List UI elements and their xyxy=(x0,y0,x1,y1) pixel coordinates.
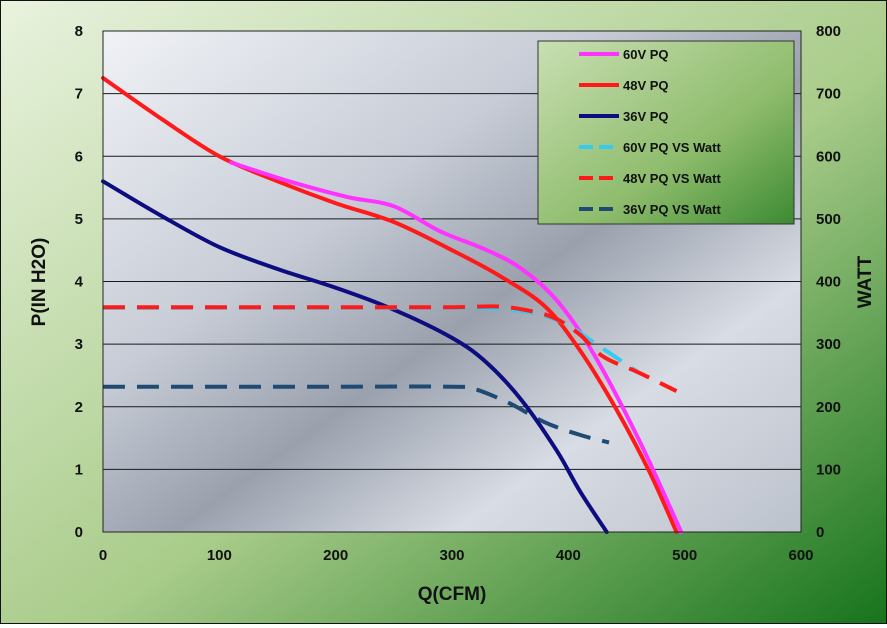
y-right-tick-labels: 0 100 200 300 400 500 600 700 800 xyxy=(816,23,841,541)
y-right-tick-label: 500 xyxy=(816,211,841,228)
y-left-tick-label: 4 xyxy=(75,274,84,291)
legend-box xyxy=(537,40,795,225)
y-right-tick-label: 700 xyxy=(816,86,841,103)
series-line-36v-pq xyxy=(101,179,609,534)
x-tick-label: 500 xyxy=(672,547,697,564)
series-layer xyxy=(101,76,684,534)
y-right-tick-label: 0 xyxy=(816,524,824,541)
y-right-tick-label: 600 xyxy=(816,148,841,165)
y-right-tick-label: 200 xyxy=(816,399,841,416)
legend-label: 48V PQ VS Watt xyxy=(623,171,721,186)
y-left-axis-label: P(IN H2O) xyxy=(29,238,50,327)
y-left-tick-label: 1 xyxy=(75,461,83,478)
y-left-tick-label: 6 xyxy=(75,148,83,165)
series-line-60v-pq xyxy=(229,160,684,534)
y-left-tick-label: 0 xyxy=(75,524,83,541)
legend: 60V PQ 48V PQ 36V PQ 60V PQ VS Watt 48V PQ V… xyxy=(537,40,795,225)
y-left-tick-label: 5 xyxy=(75,211,83,228)
y-left-tick-label: 3 xyxy=(75,336,83,353)
y-left-tick-label: 7 xyxy=(75,86,83,103)
legend-label: 60V PQ VS Watt xyxy=(623,140,721,155)
x-tick-label: 300 xyxy=(439,547,464,564)
y-right-tick-label: 400 xyxy=(816,274,841,291)
x-axis-label: Q(CFM) xyxy=(418,584,487,605)
series-line-48v-pq xyxy=(101,76,679,534)
series-line-48v-pq-vs-watt xyxy=(103,304,678,393)
legend-label: 48V PQ xyxy=(623,78,669,93)
x-tick-label: 0 xyxy=(99,547,107,564)
y-left-tick-label: 8 xyxy=(75,23,83,40)
y-left-tick-label: 2 xyxy=(75,399,83,416)
y-left-tick-labels: 0 1 2 3 4 5 6 7 8 xyxy=(75,23,84,541)
x-tick-labels: 0 100 200 300 400 500 600 xyxy=(99,547,814,564)
x-tick-label: 100 xyxy=(207,547,232,564)
legend-label: 36V PQ VS Watt xyxy=(623,202,721,217)
plot-border xyxy=(102,30,802,533)
x-tick-label: 400 xyxy=(556,547,581,564)
x-tick-label: 600 xyxy=(788,547,813,564)
y-right-tick-label: 100 xyxy=(816,461,841,478)
legend-label: 36V PQ xyxy=(623,109,669,124)
x-tick-label: 200 xyxy=(323,547,348,564)
y-right-tick-label: 800 xyxy=(816,23,841,40)
y-right-tick-label: 300 xyxy=(816,336,841,353)
legend-label: 60V PQ xyxy=(623,47,669,62)
y-right-axis-label: WATT xyxy=(855,255,876,308)
